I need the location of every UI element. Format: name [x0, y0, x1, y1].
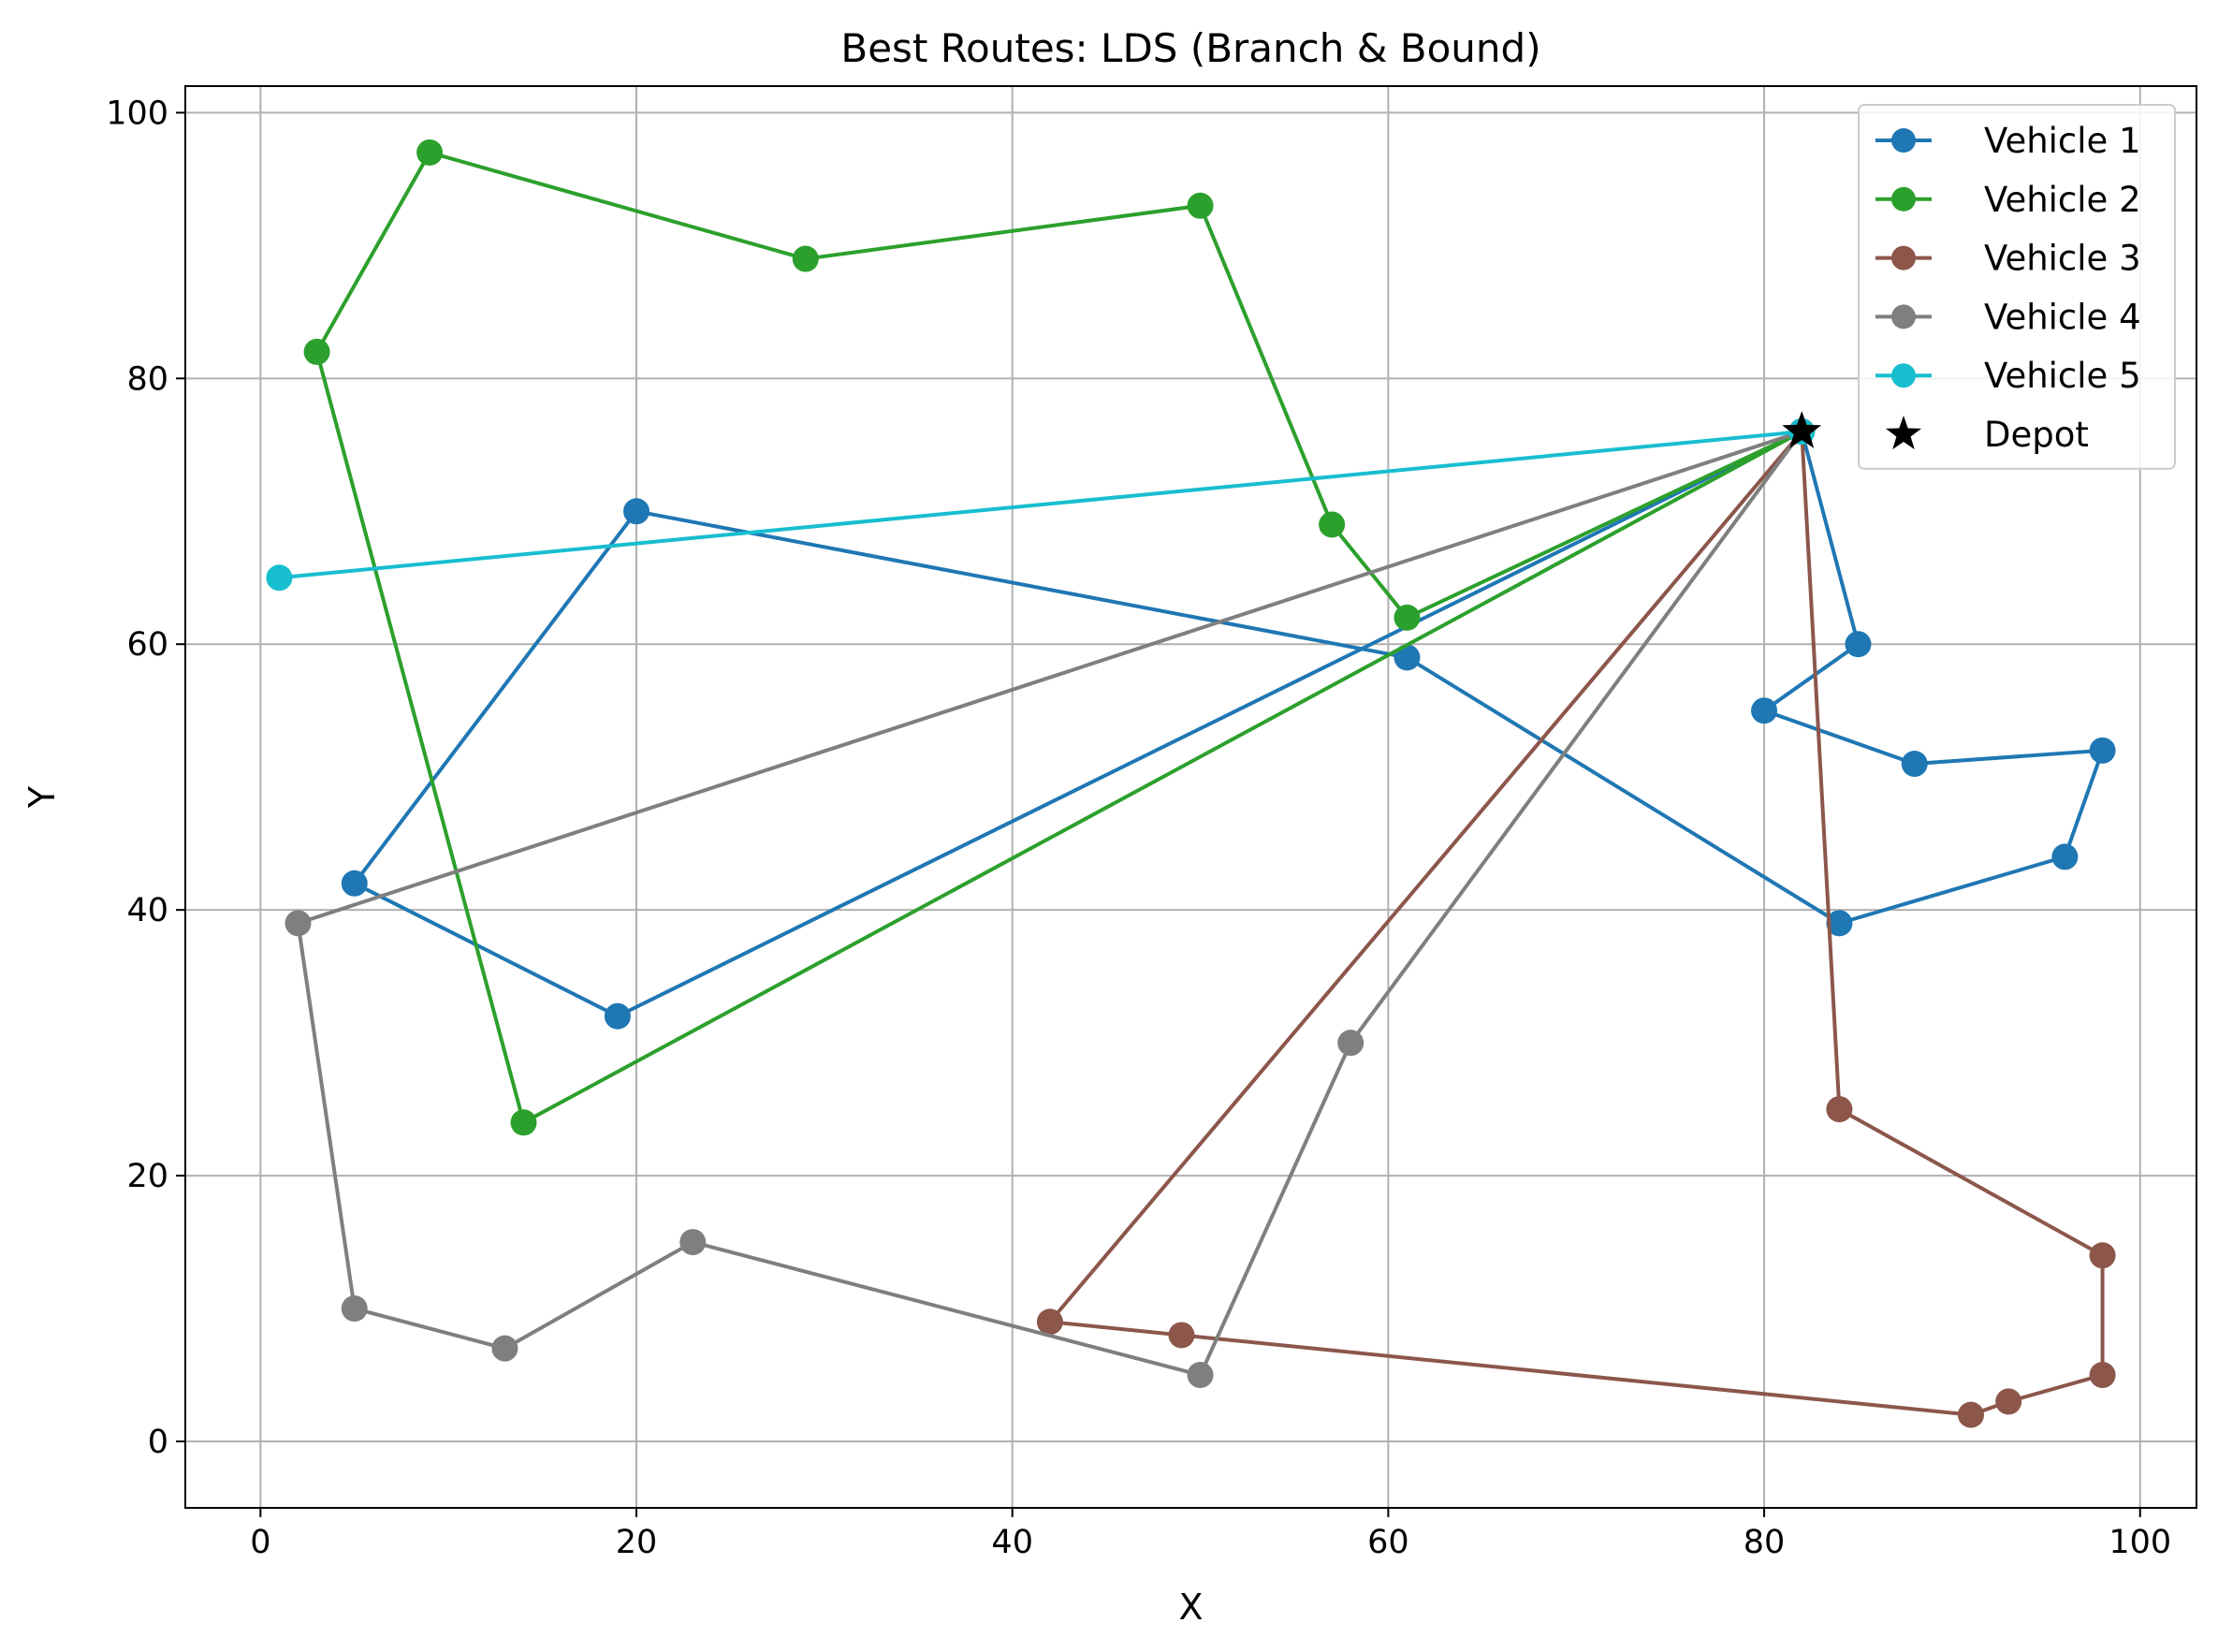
route-point [1751, 697, 1778, 724]
y-tick-label: 20 [126, 1158, 168, 1195]
route-point [2089, 1242, 2116, 1269]
route-point [1036, 1308, 1063, 1336]
route-point [510, 1109, 537, 1136]
legend-item: Vehicle 5 [1875, 356, 2141, 396]
route-point [1826, 910, 1853, 937]
legend-label: Depot [1984, 415, 2089, 455]
route-point [2089, 737, 2116, 764]
y-tick-label: 0 [148, 1424, 168, 1461]
route-point [1319, 511, 1346, 538]
depot-star-icon [1782, 411, 1822, 448]
route-point [1394, 644, 1421, 671]
y-tick-label: 100 [106, 95, 168, 132]
route-point [1394, 604, 1421, 631]
route-point [679, 1229, 707, 1256]
route-point [1168, 1322, 1195, 1349]
x-tick-label: 20 [616, 1524, 658, 1561]
x-tick-label: 60 [1367, 1524, 1409, 1561]
legend-marker [1891, 186, 1916, 212]
route-point [341, 1295, 368, 1323]
route-point [1826, 1096, 1853, 1123]
x-tick-label: 80 [1744, 1524, 1786, 1561]
y-tick-label: 80 [126, 360, 168, 398]
legend-label: Vehicle 3 [1984, 239, 2141, 279]
legend: Vehicle 1 Vehicle 2 Vehicle 3 Vehicle 4 Vehi… [1858, 104, 2176, 470]
route-point [1337, 1030, 1364, 1057]
route-point [341, 870, 368, 897]
route-point [303, 338, 330, 365]
legend-item: Depot [1885, 415, 2089, 455]
legend-item: Vehicle 1 [1875, 121, 2141, 161]
y-tick-label: 40 [126, 892, 168, 929]
series-vehicle-3 [1036, 418, 2116, 1428]
route-point [1957, 1401, 1984, 1428]
chart-title: Best Routes: LDS (Branch & Bound) [840, 25, 1540, 71]
legend-label: Vehicle 4 [1984, 297, 2141, 337]
depot-marker [1782, 411, 1822, 448]
route-point [2051, 843, 2079, 870]
route-line [296, 430, 1803, 1378]
route-point [623, 498, 650, 525]
route-point [1845, 631, 1872, 658]
route-point [1187, 1362, 1214, 1389]
y-axis-label: Y [22, 785, 63, 809]
route-point [491, 1335, 518, 1362]
route-point [266, 564, 293, 592]
route-line [352, 430, 2105, 1018]
x-axis-label: X [1178, 1586, 1203, 1628]
x-tick-label: 0 [250, 1524, 270, 1561]
legend-marker [1891, 128, 1916, 153]
plot-frame [184, 85, 2197, 1509]
route-point [2089, 1362, 2116, 1389]
legend-item: Vehicle 2 [1875, 180, 2141, 220]
route-point [1995, 1388, 2022, 1415]
x-tick-label: 40 [991, 1524, 1033, 1561]
legend-item: Vehicle 4 [1875, 297, 2141, 337]
legend-label: Vehicle 2 [1984, 180, 2141, 220]
legend-item: Vehicle 3 [1875, 239, 2141, 279]
legend-star-icon [1885, 416, 1922, 450]
x-tick-label: 100 [2109, 1524, 2171, 1561]
legend-box [1858, 104, 2176, 470]
legend-label: Vehicle 1 [1984, 121, 2141, 161]
route-point [604, 1002, 631, 1030]
route-point [285, 910, 312, 937]
axis-ticks: 0 20 40 60 80 100 0 20 40 60 80 100 [106, 95, 2171, 1561]
legend-marker [1891, 245, 1916, 270]
route-point [1901, 751, 1928, 778]
legend-marker [1891, 304, 1916, 329]
route-point [1187, 192, 1214, 219]
y-tick-label: 60 [126, 626, 168, 664]
legend-label: Vehicle 5 [1984, 356, 2141, 396]
legend-marker [1891, 363, 1916, 388]
route-point [416, 139, 444, 166]
route-point [792, 245, 819, 272]
